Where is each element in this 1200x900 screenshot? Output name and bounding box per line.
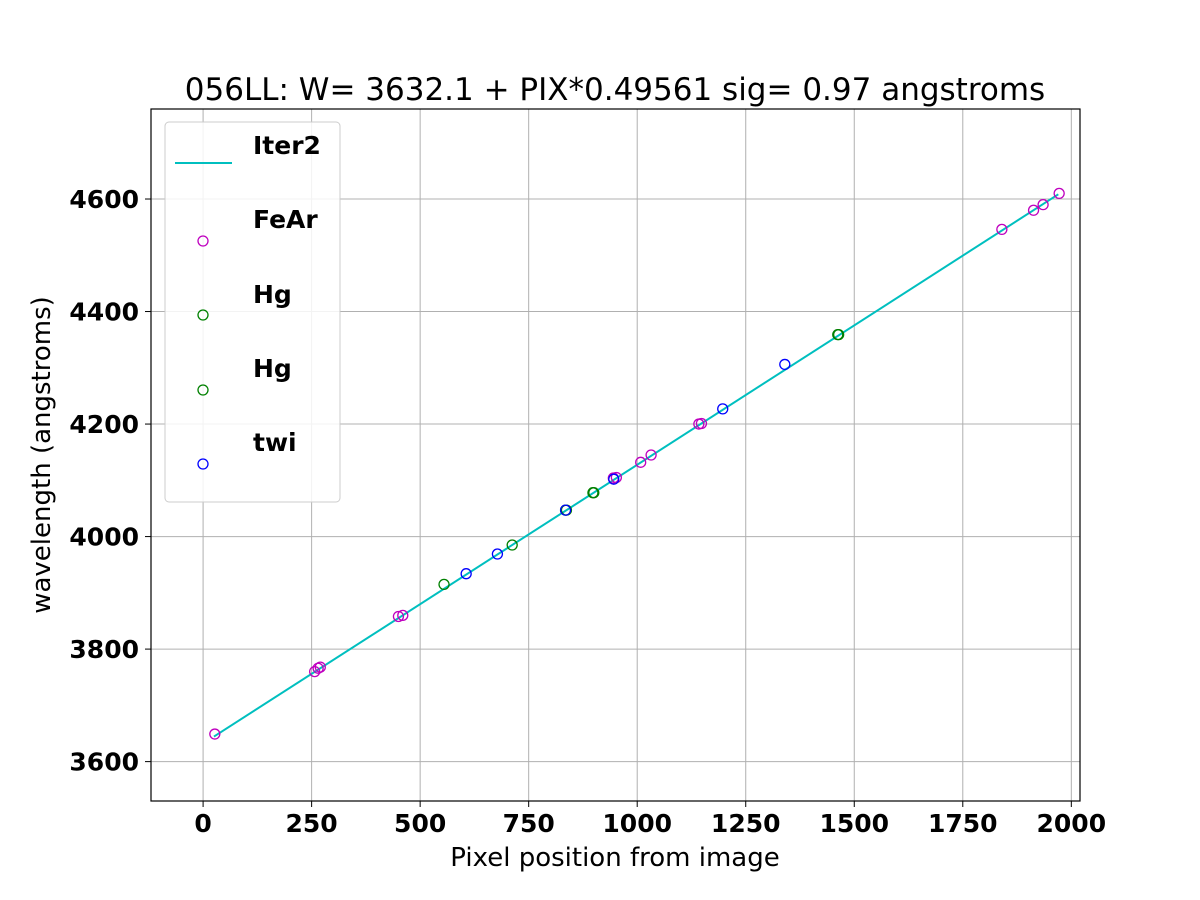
data-point-twi-3	[779, 358, 791, 371]
legend-marker-hg-2	[197, 384, 209, 396]
x-axis-ticks: 0 250 500 750 1000 1250 1500 1750 2000	[194, 801, 1106, 838]
legend: Iter2 FeAr Hg Hg twi	[164, 121, 341, 503]
data-point-fear-0	[695, 417, 708, 430]
data-point-hg-2	[832, 328, 845, 341]
y-tick-label: 4200	[69, 410, 139, 439]
legend-label-twi: twi	[253, 428, 297, 457]
data-point-hg-1	[438, 578, 450, 591]
legend-label-fear: FeAr	[253, 205, 318, 234]
x-tick-label: 1500	[819, 809, 889, 838]
legend-marker-hg	[197, 309, 209, 321]
x-tick-label: 1250	[711, 809, 781, 838]
y-tick-label: 4400	[69, 298, 139, 327]
chart-title: 056LL: W= 3632.1 + PIX*0.49561 sig= 0.97…	[185, 72, 1045, 108]
data-point-fear-0	[1053, 187, 1065, 200]
data-point-fear-0	[645, 449, 657, 461]
legend-marker-fear	[197, 235, 209, 247]
data-points-layer	[209, 187, 1065, 740]
legend-label-hg: Hg	[253, 280, 292, 309]
legend-box	[164, 121, 341, 503]
data-point-twi-3	[460, 568, 472, 580]
x-axis-label: Pixel position from image	[450, 843, 779, 873]
legend-marker-twi	[197, 458, 209, 470]
data-point-hg-2	[588, 487, 600, 499]
x-tick-label: 250	[286, 809, 338, 838]
x-tick-label: 500	[394, 809, 446, 838]
legend-label-hg-2: Hg	[253, 354, 292, 383]
data-point-fear-0	[1027, 204, 1040, 216]
y-axis-label: wavelength (angstroms)	[27, 296, 57, 614]
legend-label-iter2: Iter2	[253, 131, 321, 160]
data-point-fear-0	[1037, 198, 1049, 211]
data-point-hg-1	[506, 539, 518, 551]
y-tick-label: 4600	[69, 185, 139, 214]
x-tick-label: 0	[194, 809, 211, 838]
y-tick-label: 3600	[69, 748, 139, 777]
y-tick-label: 4000	[69, 523, 139, 552]
data-point-twi-3	[559, 504, 572, 516]
data-point-fear-0	[996, 223, 1008, 236]
data-point-fear-0	[397, 609, 409, 621]
data-point-fear-0	[610, 471, 623, 484]
data-point-fear-0	[635, 456, 647, 468]
y-tick-label: 3800	[69, 635, 139, 664]
x-tick-label: 2000	[1037, 809, 1107, 838]
y-axis-ticks: 3600 3800 4000 4200 4400 4600	[69, 185, 151, 777]
data-point-twi-3	[608, 473, 620, 485]
x-tick-label: 750	[503, 809, 555, 838]
data-point-fear-0	[209, 728, 221, 740]
x-tick-label: 1000	[602, 809, 672, 838]
data-point-fear-0	[314, 661, 326, 673]
grid	[151, 109, 1080, 801]
data-point-fear-0	[392, 610, 405, 623]
data-point-twi-3	[717, 403, 729, 415]
plot-area-frame	[150, 108, 1081, 802]
data-point-twi-3	[491, 548, 504, 560]
x-tick-label: 1750	[928, 809, 998, 838]
